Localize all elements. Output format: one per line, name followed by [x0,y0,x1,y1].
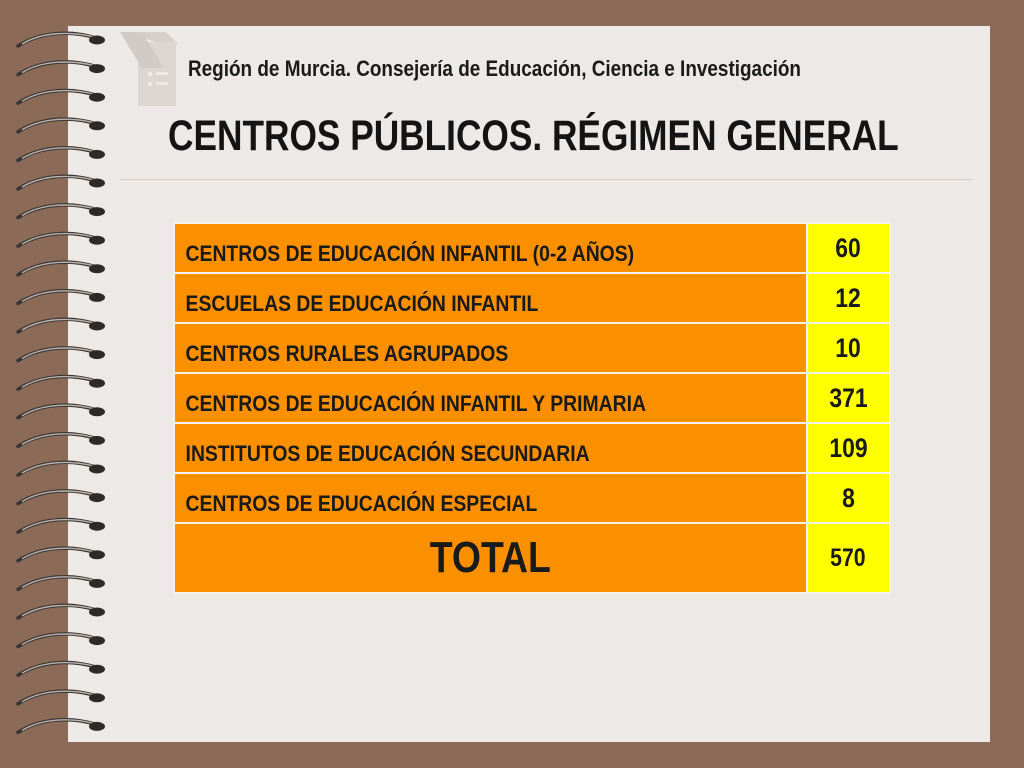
row-value: 60 [835,232,862,263]
binding-hole [89,464,105,474]
spiral-ring-highlight [21,576,95,589]
row-value: 371 [829,382,868,413]
row-value-cell: 109 [805,422,892,474]
region-logo-icon [120,32,178,106]
binding-hole [89,178,105,188]
row-value: 109 [829,432,868,463]
row-label: CENTROS DE EDUCACIÓN ESPECIAL [185,491,538,516]
spiral-ring-highlight [21,147,95,160]
spiral-ring-highlight [21,461,95,474]
row-label-cell: CENTROS RURALES AGRUPADOS [173,322,808,374]
table-row: CENTROS DE EDUCACIÓN ESPECIAL 8 [173,472,892,524]
spiral-ring-highlight [21,661,95,674]
row-value-cell: 60 [805,222,892,274]
row-label: CENTROS DE EDUCACIÓN INFANTIL Y PRIMARIA [185,391,646,416]
table-row: CENTROS DE EDUCACIÓN INFANTIL (0-2 AÑOS)… [173,222,892,274]
binding-hole [89,92,105,102]
spiral-ring-highlight [21,175,95,188]
binding-hole [89,35,105,45]
binding-hole [89,664,105,674]
row-label-cell: CENTROS DE EDUCACIÓN INFANTIL (0-2 AÑOS) [173,222,808,274]
total-value: 570 [830,543,866,572]
row-label: INSTITUTOS DE EDUCACIÓN SECUNDARIA [185,441,590,466]
spiral-binding-icon [16,31,105,735]
spiral-ring-highlight [21,261,95,274]
total-label: TOTAL [429,533,551,582]
binding-hole [89,292,105,302]
spiral-ring-highlight [21,61,95,74]
page-title: CENTROS PÚBLICOS. RÉGIMEN GENERAL [168,112,899,160]
row-label-cell: ESCUELAS DE EDUCACIÓN INFANTIL [173,272,808,324]
binding-hole [89,64,105,74]
binding-hole [89,607,105,617]
spiral-ring-highlight [21,518,95,531]
row-value-cell: 8 [805,472,892,524]
binding-hole [89,493,105,503]
binding-hole [89,121,105,131]
spiral-ring-highlight [21,347,95,360]
spiral-ring-highlight [21,318,95,331]
binding-hole [89,321,105,331]
divider [120,179,972,180]
row-label-cell: INSTITUTOS DE EDUCACIÓN SECUNDARIA [173,422,808,474]
spiral-ring-highlight [21,290,95,303]
total-label-cell: TOTAL [173,522,808,594]
row-value: 10 [835,332,862,363]
row-value-cell: 10 [805,322,892,374]
binding-hole [89,378,105,388]
table-row: CENTROS RURALES AGRUPADOS 10 [173,322,892,374]
binding-hole [89,207,105,217]
row-label: ESCUELAS DE EDUCACIÓN INFANTIL [185,291,539,316]
row-value: 12 [835,282,862,313]
spiral-ring-highlight [21,32,95,45]
binding-hole [89,693,105,703]
row-value: 8 [841,482,855,513]
binding-hole [89,435,105,445]
spiral-ring-highlight [21,232,95,245]
spiral-ring-highlight [21,89,95,102]
spiral-ring-highlight [21,118,95,131]
binding-hole [89,521,105,531]
binding-hole [89,721,105,731]
table-row: ESCUELAS DE EDUCACIÓN INFANTIL 12 [173,272,892,324]
spiral-ring-highlight [21,404,95,417]
row-label: CENTROS RURALES AGRUPADOS [185,341,509,366]
spiral-ring-highlight [21,690,95,703]
spiral-ring-highlight [21,433,95,446]
binding-hole [89,235,105,245]
row-label-cell: CENTROS DE EDUCACIÓN ESPECIAL [173,472,808,524]
spiral-ring-highlight [21,490,95,503]
row-label: CENTROS DE EDUCACIÓN INFANTIL (0-2 AÑOS) [185,241,635,266]
spiral-ring-highlight [21,633,95,646]
table-row: INSTITUTOS DE EDUCACIÓN SECUNDARIA 109 [173,422,892,474]
spiral-ring-highlight [21,547,95,560]
table-row: CENTROS DE EDUCACIÓN INFANTIL Y PRIMARIA… [173,372,892,424]
spiral-ring-highlight [21,204,95,217]
spiral-ring-highlight [21,375,95,388]
spiral-ring-highlight [21,604,95,617]
row-value-cell: 12 [805,272,892,324]
centros-table: CENTROS DE EDUCACIÓN INFANTIL (0-2 AÑOS)… [173,222,892,594]
binding-hole [89,550,105,560]
binding-hole [89,149,105,159]
binding-hole [89,264,105,274]
spiral-ring-highlight [21,719,95,732]
binding-hole [89,407,105,417]
total-row: TOTAL 570 [173,522,892,594]
subtitle: Región de Murcia. Consejería de Educació… [188,56,801,81]
binding-hole [89,636,105,646]
binding-hole [89,350,105,360]
row-label-cell: CENTROS DE EDUCACIÓN INFANTIL Y PRIMARIA [173,372,808,424]
total-value-cell: 570 [805,522,892,594]
row-value-cell: 371 [805,372,892,424]
binding-hole [89,578,105,588]
